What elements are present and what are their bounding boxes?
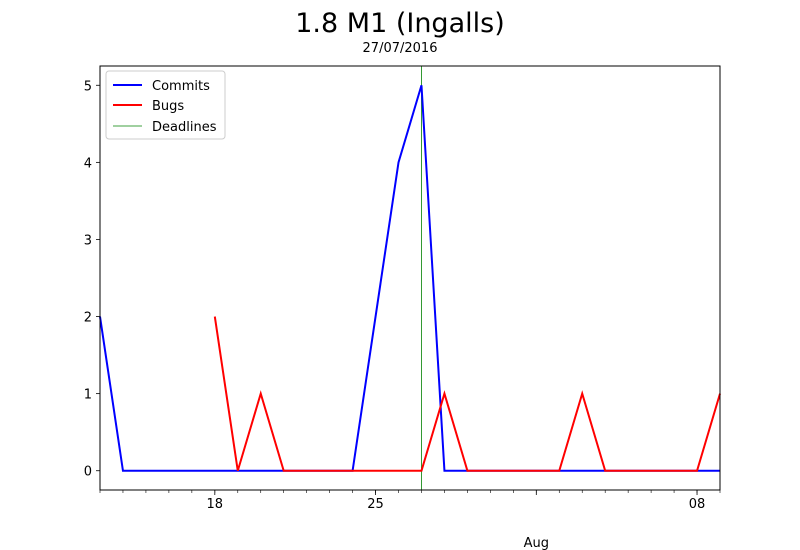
y-tick-label: 0: [84, 465, 92, 480]
x-tick-label: 18: [207, 497, 224, 512]
x-tick-label: 08: [689, 497, 706, 512]
plot-area: [99, 65, 721, 491]
y-tick-label: 4: [84, 156, 92, 171]
legend-label-deadlines: Deadlines: [152, 120, 217, 135]
chart-title: 1.8 M1 (Ingalls): [295, 8, 504, 39]
legend: Commits Bugs Deadlines: [105, 70, 226, 140]
y-tick-label: 1: [84, 388, 92, 403]
chart-subtitle: 27/07/2016: [363, 41, 438, 56]
y-tick-label: 5: [84, 79, 92, 94]
x-month-label: Aug: [524, 536, 549, 550]
series-line-commits: [99, 84, 720, 472]
legend-frame: [105, 70, 226, 140]
y-tick-label: 2: [84, 311, 92, 326]
x-tick-label: 25: [367, 497, 384, 512]
series-line-bugs: [213, 316, 721, 472]
legend-label-bugs: Bugs: [152, 99, 184, 114]
legend-label-commits: Commits: [152, 79, 210, 94]
axes-frame: [99, 65, 721, 491]
y-tick-label: 3: [84, 233, 92, 248]
y-axis: 0 1 2 3 4 5: [84, 79, 100, 480]
x-axis: 18 25 08 Aug: [99, 490, 721, 550]
